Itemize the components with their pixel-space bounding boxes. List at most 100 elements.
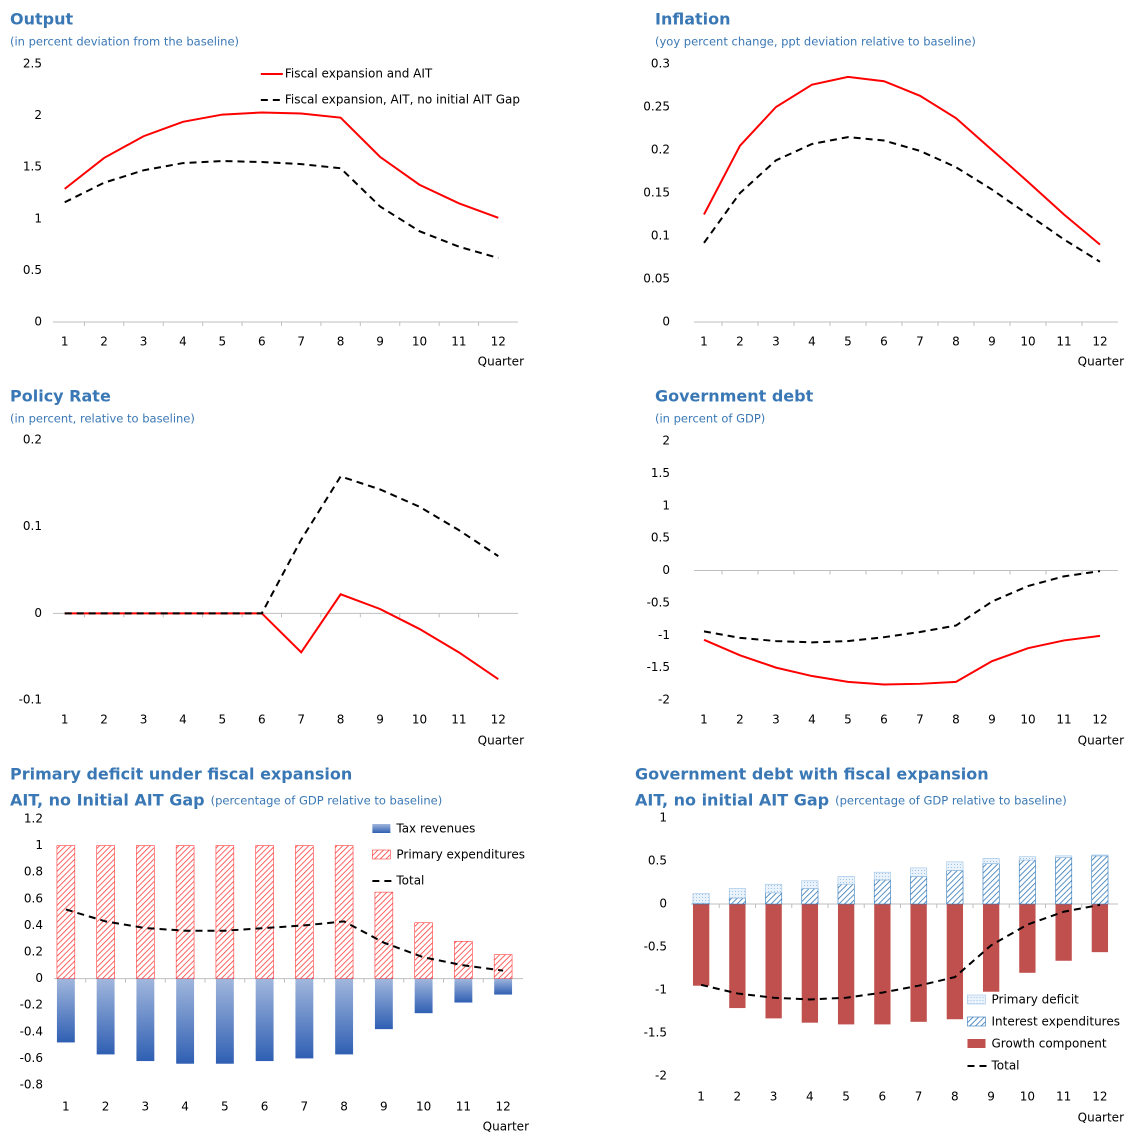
y-tick-label: 1 [35, 838, 43, 852]
bar [765, 883, 783, 894]
x-tick-label: 11 [451, 335, 466, 349]
bar [692, 893, 710, 904]
chart-title: Output [10, 10, 73, 29]
x-axis-label: Quarter [478, 355, 524, 369]
chart-title: Policy Rate [10, 387, 111, 406]
y-tick-label: -1.5 [647, 660, 670, 674]
y-tick-label: 2 [34, 108, 42, 122]
y-tick-label: 0.1 [651, 229, 670, 243]
line [64, 160, 499, 259]
legend-label: Total [395, 874, 424, 888]
chart-title: Government debt [655, 387, 814, 406]
x-tick-label: 3 [772, 713, 780, 727]
y-tick-label: 0 [35, 971, 43, 985]
x-tick-label: 7 [915, 1090, 923, 1104]
bar [910, 876, 928, 905]
x-tick-label: 1 [697, 1090, 705, 1104]
bar [946, 870, 964, 905]
x-tick-label: 5 [221, 1100, 229, 1114]
bar [1018, 856, 1036, 861]
y-tick-label: 0.2 [23, 433, 42, 447]
x-tick-label: 9 [376, 713, 384, 727]
y-tick-label: 1.5 [651, 466, 670, 480]
x-tick-label: 5 [842, 1090, 850, 1104]
x-tick-label: 9 [988, 713, 996, 727]
bar [414, 978, 433, 1014]
bar [910, 904, 927, 1022]
bar [801, 888, 819, 905]
y-tick-label: 0.8 [24, 865, 43, 879]
bar [982, 858, 1000, 864]
legend-item: Fiscal expansion and AIT [260, 67, 433, 81]
x-tick-label: 11 [1056, 713, 1071, 727]
x-tick-label: 12 [1092, 713, 1107, 727]
legend-swatch [967, 1039, 986, 1048]
y-tick-label: 2 [662, 434, 670, 448]
y-tick-label: 0.5 [651, 531, 670, 545]
y-tick-label: -1 [658, 628, 670, 642]
y-tick-label: 0.5 [648, 854, 667, 868]
bar [96, 845, 115, 979]
bar [729, 904, 746, 1009]
y-tick-label: 2.5 [23, 57, 42, 71]
x-tick-label: 10 [416, 1100, 431, 1114]
x-tick-label: 10 [1020, 713, 1035, 727]
y-tick-label: 0 [34, 606, 42, 620]
legend-item: Primary deficit [967, 993, 1079, 1007]
line [703, 136, 1101, 263]
legend-item: Growth component [967, 1037, 1107, 1051]
y-tick-label: 0 [662, 315, 670, 329]
line [64, 593, 499, 681]
bar [493, 954, 513, 979]
y-tick-label: 0.2 [24, 945, 43, 959]
y-tick-label: -0.5 [644, 940, 667, 954]
y-tick-label: -0.1 [19, 693, 42, 707]
x-tick-label: 2 [100, 713, 108, 727]
bar [414, 922, 433, 979]
y-tick-label: -0.5 [647, 595, 670, 609]
y-tick-label: 0.3 [651, 57, 670, 71]
x-tick-label: 7 [301, 1100, 309, 1114]
y-tick-label: 0.6 [24, 891, 43, 905]
legend-label: Total [990, 1059, 1019, 1073]
bar [96, 978, 115, 1055]
y-tick-label: 0.1 [23, 519, 42, 533]
y-tick-label: 0 [662, 563, 670, 577]
y-tick-label: 0 [659, 897, 667, 911]
x-tick-label: 8 [337, 335, 345, 349]
chart-subtitle: (percentage of GDP relative to baseline) [835, 794, 1067, 808]
bar [1018, 859, 1036, 905]
bar [873, 871, 891, 881]
bar [1019, 904, 1036, 973]
y-tick-label: 0.2 [651, 143, 670, 157]
y-tick-label: 0.4 [24, 918, 43, 932]
legend-swatch [372, 849, 391, 860]
x-tick-label: 4 [181, 1100, 189, 1114]
y-tick-label: 0.25 [643, 100, 670, 114]
bar [334, 845, 354, 979]
x-tick-label: 1 [700, 713, 708, 727]
x-axis-label: Quarter [1078, 1111, 1124, 1125]
x-tick-label: 5 [219, 335, 227, 349]
y-tick-label: 1 [662, 498, 670, 512]
chart-title: Government debt with fiscal expansion [635, 765, 989, 784]
legend-label: Interest expenditures [991, 1015, 1120, 1029]
x-tick-label: 8 [337, 713, 345, 727]
bar [692, 904, 710, 986]
x-tick-label: 10 [412, 713, 427, 727]
chart-subtitle: (in percent, relative to baseline) [10, 412, 195, 426]
y-tick-label: -1.5 [644, 1026, 667, 1040]
bar [765, 892, 783, 905]
x-axis-label: Quarter [1078, 355, 1124, 369]
bar [215, 978, 234, 1064]
chart-subtitle: (in percent deviation from the baseline) [10, 35, 239, 49]
bar [295, 978, 314, 1059]
x-tick-label: 12 [1092, 335, 1107, 349]
bar [374, 978, 393, 1030]
x-tick-label: 9 [988, 335, 996, 349]
y-tick-label: 0.5 [23, 263, 42, 277]
x-tick-label: 1 [61, 335, 69, 349]
y-tick-label: -0.2 [20, 998, 43, 1012]
legend-label: Tax revenues [395, 822, 475, 836]
bar [335, 978, 354, 1055]
